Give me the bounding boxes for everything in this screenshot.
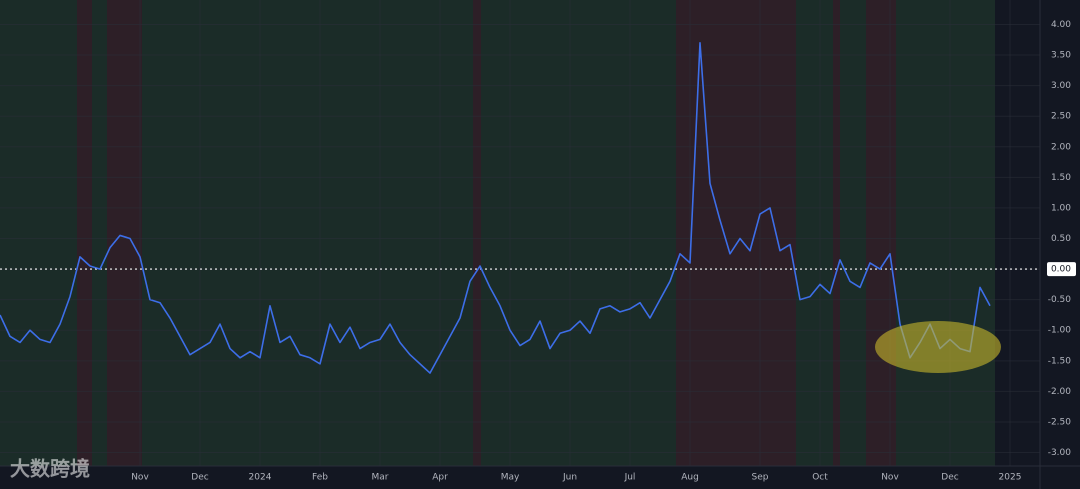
axes: 4.00 3.50 3.00 2.50 2.00 1.50 1.00 0.50 0.00 -0.5… [131, 20, 1076, 483]
x-tick-label: Jun [562, 473, 577, 483]
y-tick-label: -0.50 [1048, 295, 1072, 305]
y-tick-label: -2.50 [1048, 417, 1072, 427]
y-tick-label: -1.00 [1048, 326, 1072, 336]
y-tick-label: 1.50 [1051, 173, 1071, 183]
x-tick-label: Mar [372, 473, 389, 483]
regime-bands [0, 0, 995, 466]
x-tick-label: 2025 [999, 473, 1022, 483]
y-tick-label: 2.50 [1051, 112, 1071, 122]
red-band [473, 0, 481, 466]
y-tick-label: 4.00 [1051, 20, 1071, 30]
y-tick-label: -2.00 [1048, 387, 1072, 397]
green-band [0, 0, 995, 466]
x-tick-label: Jul [624, 473, 636, 483]
y-tick-label: 0.00 [1051, 265, 1071, 275]
y-tick-label: 3.00 [1051, 81, 1071, 91]
x-tick-label: Feb [312, 473, 328, 483]
x-tick-label: Apr [432, 473, 448, 483]
red-band [77, 0, 92, 466]
x-tick-label: Sep [752, 473, 769, 483]
highlight-ellipse [875, 321, 1001, 373]
y-tick-label: 0.50 [1051, 234, 1071, 244]
x-tick-label: Nov [131, 473, 149, 483]
x-tick-label: Aug [681, 473, 699, 483]
y-tick-label: -3.00 [1048, 448, 1072, 458]
x-tick-label: 2024 [249, 473, 272, 483]
grid [0, 0, 1040, 466]
y-tick-label: 3.50 [1051, 51, 1071, 61]
x-tick-label: May [501, 473, 520, 483]
plot [0, 42, 1040, 374]
x-tick-label: Nov [881, 473, 899, 483]
x-tick-label: Dec [191, 473, 208, 483]
red-band [676, 0, 796, 466]
series-line [0, 42, 991, 374]
red-band [107, 0, 142, 466]
y-tick-label: -1.50 [1048, 356, 1072, 366]
red-band [833, 0, 840, 466]
x-tick-label: Dec [941, 473, 958, 483]
y-tick-label: 2.00 [1051, 142, 1071, 152]
y-tick-label: 1.00 [1051, 203, 1071, 213]
x-tick-label: Oct [812, 473, 828, 483]
zero-label-box [1047, 262, 1076, 277]
red-band [866, 0, 896, 466]
watermark: 大数跨境 [10, 457, 90, 481]
